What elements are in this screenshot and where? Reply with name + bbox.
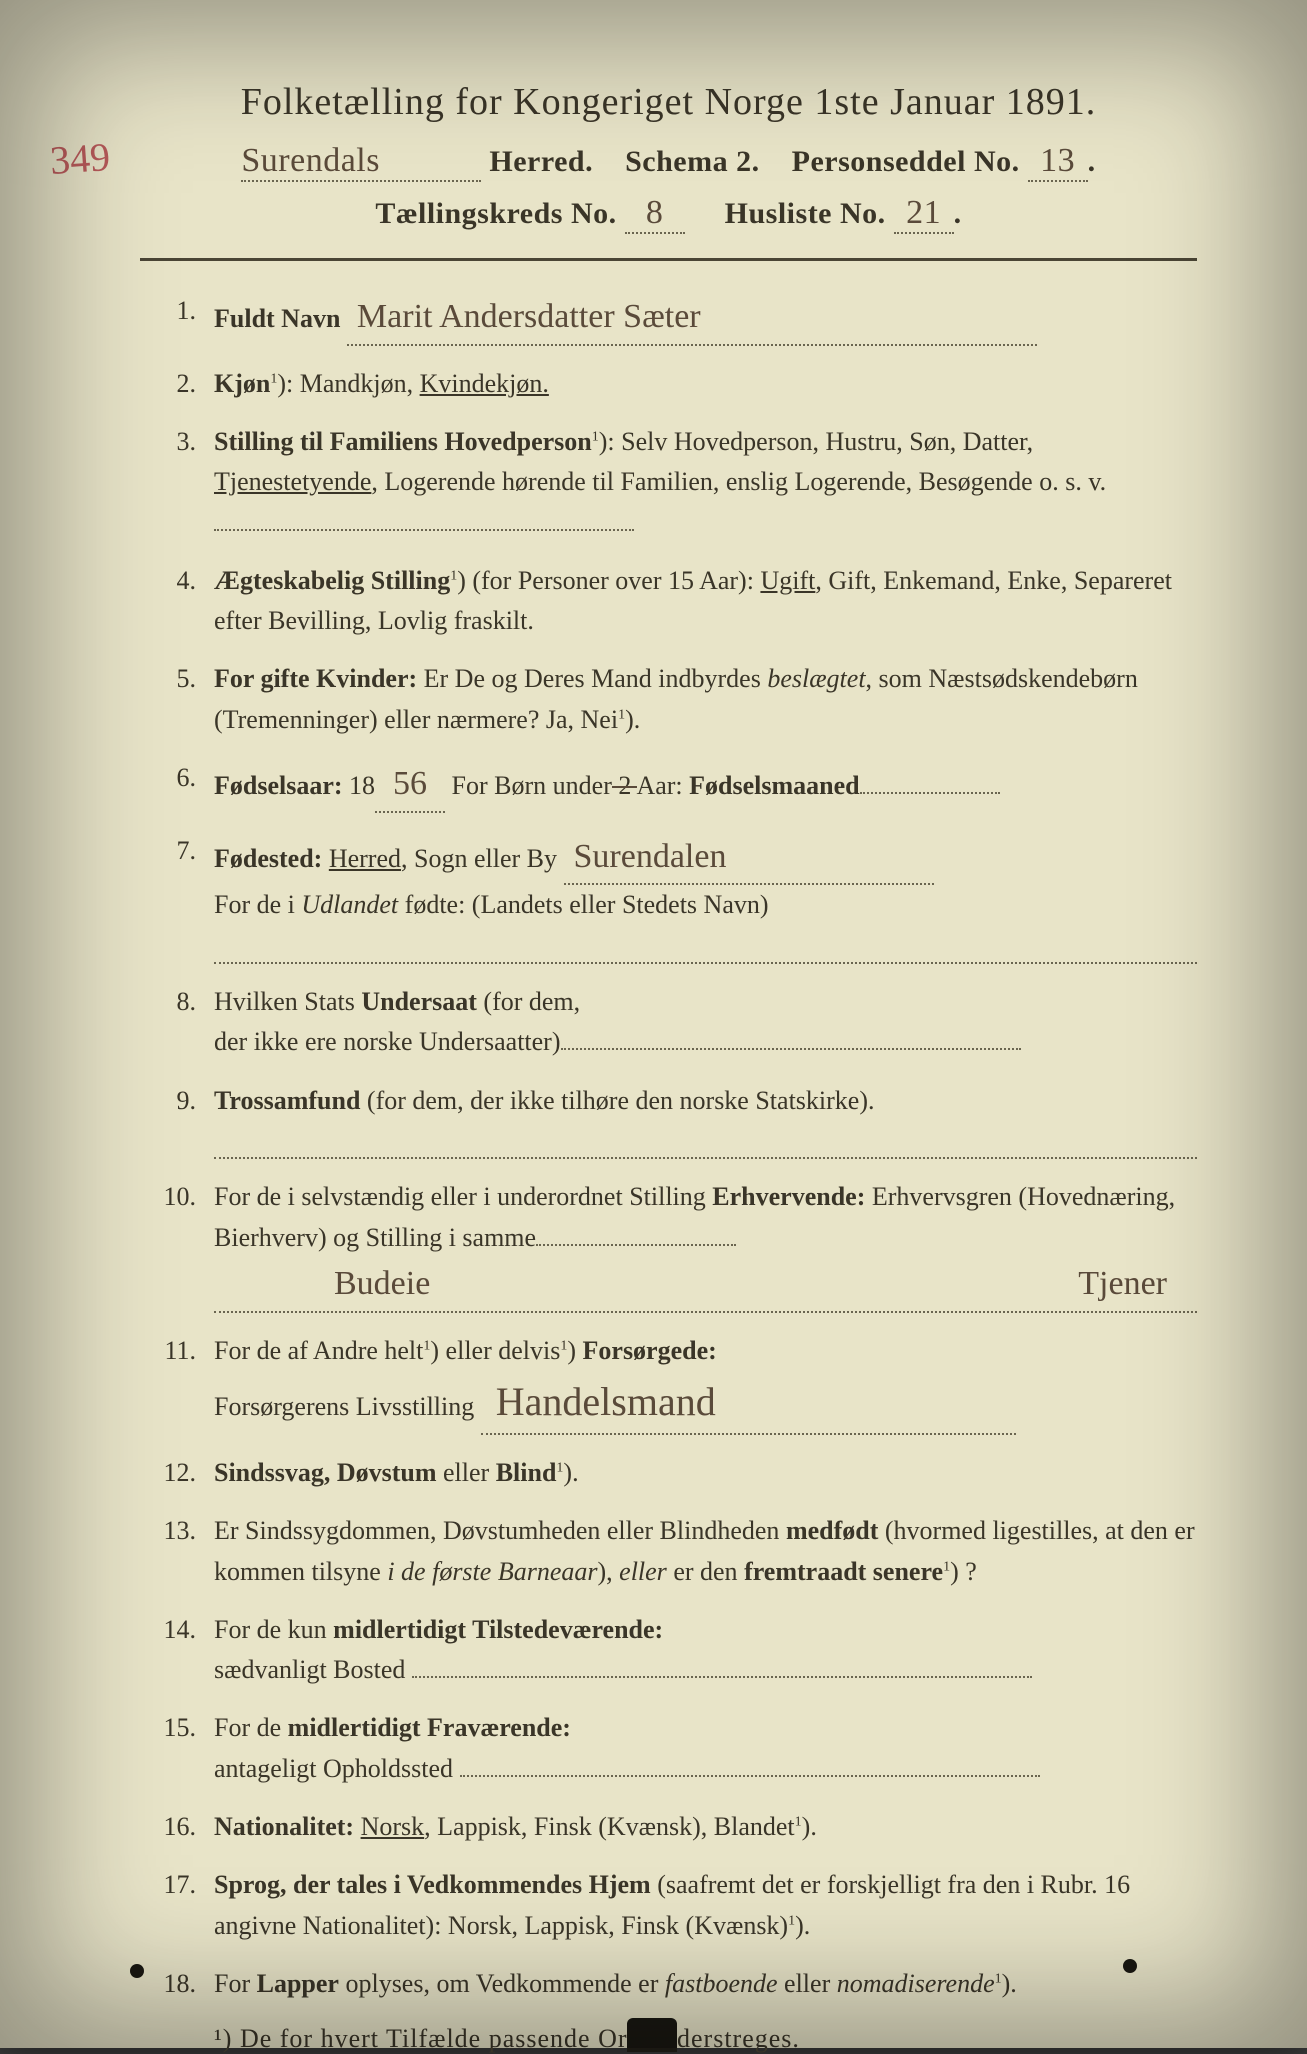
value-kvindekjon: Kvindekjøn. <box>420 369 549 398</box>
item-number: 11. <box>140 1331 214 1435</box>
item-number: 8. <box>140 982 214 1063</box>
item-number: 5. <box>140 659 214 740</box>
label-trossamfund: Trossamfund <box>214 1086 360 1115</box>
item-number: 18. <box>140 1964 214 2004</box>
item-number: 12. <box>140 1453 214 1493</box>
header-line-2: Surendals Herred. Schema 2. Personseddel… <box>140 142 1197 182</box>
item-16: 16. Nationalitet: Norsk, Lappisk, Finsk … <box>140 1807 1197 1847</box>
item-number: 10. <box>140 1177 214 1312</box>
form-items: 1. Fuldt Navn Marit Andersdatter Sæter 2… <box>140 291 1197 2004</box>
ink-blot <box>130 1964 144 1978</box>
value-norsk: Norsk <box>361 1812 425 1841</box>
item-18: 18. For Lapper oplyses, om Vedkommende e… <box>140 1964 1197 2004</box>
census-form-page: 349 Folketælling for Kongeriget Norge 1s… <box>0 0 1307 2048</box>
label-fodselsaar: Fødselsaar: <box>214 771 343 800</box>
value-name: Marit Andersdatter Sæter <box>347 291 1037 346</box>
value-occupation-2: Tjener <box>1078 1258 1197 1311</box>
item-4: 4. Ægteskabelig Stilling1) (for Personer… <box>140 561 1197 642</box>
item-number: 4. <box>140 561 214 642</box>
item-13: 13. Er Sindssygdommen, Døvstumheden elle… <box>140 1511 1197 1592</box>
item-number: 17. <box>140 1865 214 1946</box>
item-number: 2. <box>140 364 214 404</box>
kreds-label: Tællingskreds No. <box>375 197 616 230</box>
value-ugift: Ugift <box>760 566 815 595</box>
husliste-label: Husliste No. <box>725 197 886 230</box>
schema-label: Schema 2. <box>625 145 760 178</box>
item-5: 5. For gifte Kvinder: Er De og Deres Man… <box>140 659 1197 740</box>
item-6: 6. Fødselsaar: 1856 For Børn under 2 Aar… <box>140 758 1197 813</box>
item-1: 1. Fuldt Navn Marit Andersdatter Sæter <box>140 291 1197 346</box>
item-10: 10. For de i selvstændig eller i underor… <box>140 1177 1197 1312</box>
item-number: 7. <box>140 831 214 964</box>
label-stilling: Stilling til Familiens Hovedperson <box>214 427 592 456</box>
value-fodested: Surendalen <box>564 831 934 886</box>
form-header: Folketælling for Kongeriget Norge 1ste J… <box>140 80 1197 234</box>
item-number: 13. <box>140 1511 214 1592</box>
label-aegteskab: Ægteskabelig Stilling <box>214 566 450 595</box>
item-14: 14. For de kun midlertidigt Tilstedevære… <box>140 1610 1197 1691</box>
kreds-value: 8 <box>625 194 685 234</box>
herred-value: Surendals <box>241 142 481 182</box>
item-number: 14. <box>140 1610 214 1691</box>
bottom-tab <box>627 2018 677 2052</box>
item-number: 9. <box>140 1081 214 1160</box>
item-number: 15. <box>140 1708 214 1789</box>
item-12: 12. Sindssvag, Døvstum eller Blind1). <box>140 1453 1197 1493</box>
label-fuldt-navn: Fuldt Navn <box>214 304 340 333</box>
value-forsorger: Handelsmand <box>481 1371 1016 1435</box>
header-line-3: Tællingskreds No. 8 Husliste No. 21. <box>140 194 1197 234</box>
form-title: Folketælling for Kongeriget Norge 1ste J… <box>140 80 1197 124</box>
label-kjon: Kjøn <box>214 369 270 398</box>
herred-label: Herred. <box>489 145 593 178</box>
item-3: 3. Stilling til Familiens Hovedperson1):… <box>140 422 1197 543</box>
label-fodested: Fødested: <box>214 844 322 873</box>
item-17: 17. Sprog, der tales i Vedkommendes Hjem… <box>140 1865 1197 1946</box>
person-value: 13 <box>1028 142 1088 182</box>
item-number: 1. <box>140 291 214 346</box>
item-9: 9. Trossamfund (for dem, der ikke tilhør… <box>140 1081 1197 1160</box>
item-8: 8. Hvilken Stats Undersaat (for dem, der… <box>140 982 1197 1063</box>
value-tjenestetyende: Tjenestetyende <box>214 467 371 496</box>
item-number: 6. <box>140 758 214 813</box>
value-occupation-1: Budeie <box>214 1258 430 1311</box>
item-2: 2. Kjøn1): Mandkjøn, Kvindekjøn. <box>140 364 1197 404</box>
value-year: 56 <box>375 758 445 813</box>
item-15: 15. For de midlertidigt Fraværende: anta… <box>140 1708 1197 1789</box>
item-11: 11. For de af Andre helt1) eller delvis1… <box>140 1331 1197 1435</box>
header-divider <box>140 258 1197 261</box>
label-gifte-kvinder: For gifte Kvinder: <box>214 664 417 693</box>
ink-blot <box>1123 1959 1137 1973</box>
person-label: Personseddel No. <box>792 145 1020 178</box>
item-number: 3. <box>140 422 214 543</box>
item-number: 16. <box>140 1807 214 1847</box>
item-7: 7. Fødested: Herred, Sogn eller By Suren… <box>140 831 1197 964</box>
husliste-value: 21 <box>894 194 954 234</box>
margin-number: 349 <box>48 133 111 184</box>
